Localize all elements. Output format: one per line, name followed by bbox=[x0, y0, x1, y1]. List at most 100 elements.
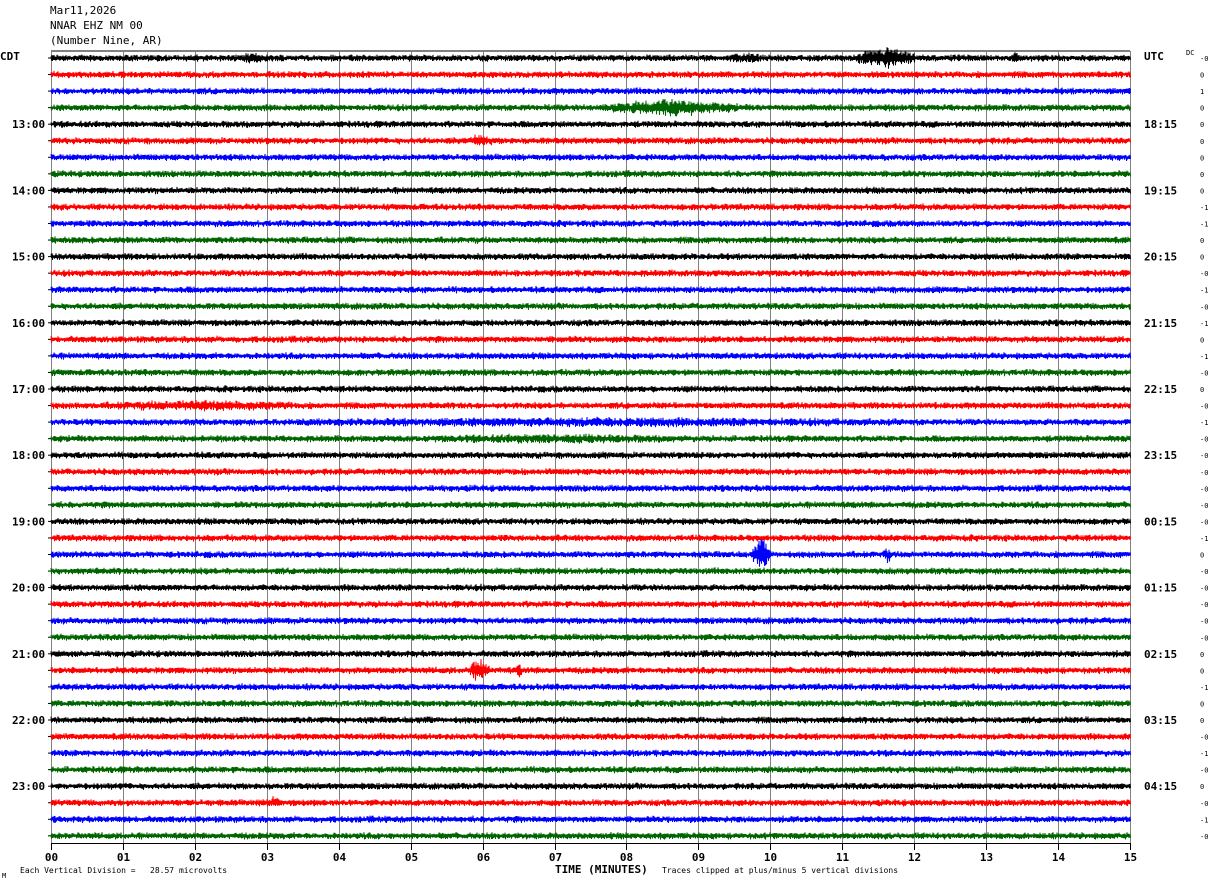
dc-offset-value: 0 bbox=[1200, 651, 1204, 659]
right-hour-label: 01:15 bbox=[1144, 582, 1177, 595]
x-tick-label: 13 bbox=[980, 851, 993, 864]
corner-mark: M bbox=[2, 872, 7, 880]
dc-offset-value: -0 bbox=[1200, 485, 1208, 493]
seismic-trace bbox=[50, 153, 1131, 162]
x-tick-label: 03 bbox=[261, 851, 274, 864]
dc-offset-value: -0 bbox=[1200, 403, 1208, 411]
right-hour-label: 18:15 bbox=[1144, 118, 1177, 131]
x-tick-label: 09 bbox=[692, 851, 705, 864]
right-timezone-label: UTC bbox=[1144, 50, 1164, 63]
seismic-trace bbox=[50, 120, 1131, 128]
seismic-trace bbox=[50, 583, 1131, 592]
dc-offset-value: -0 bbox=[1200, 436, 1208, 444]
dc-offset-value: -0 bbox=[1200, 618, 1208, 626]
dc-offset-value: 0 bbox=[1200, 105, 1204, 113]
left-hour-label: 15:00 bbox=[12, 251, 45, 264]
seismic-trace bbox=[50, 749, 1131, 757]
seismic-trace bbox=[50, 70, 1131, 79]
seismic-trace bbox=[50, 832, 1131, 840]
seismic-trace bbox=[50, 416, 1131, 428]
x-tick-label: 07 bbox=[549, 851, 562, 864]
seismic-trace bbox=[50, 433, 1131, 444]
right-hour-label: 23:15 bbox=[1144, 449, 1177, 462]
seismic-trace bbox=[50, 368, 1131, 377]
dc-offset-value: 0 bbox=[1200, 138, 1204, 146]
left-hour-label: 21:00 bbox=[12, 648, 45, 661]
seismic-trace bbox=[50, 782, 1131, 791]
seismic-trace bbox=[50, 269, 1131, 277]
seismic-trace bbox=[50, 98, 1131, 117]
dc-offset-value: -1 bbox=[1200, 221, 1208, 229]
dc-offset-value: -1 bbox=[1200, 684, 1208, 692]
seismic-trace bbox=[50, 796, 1131, 807]
right-hour-label: 00:15 bbox=[1144, 515, 1177, 528]
seismic-trace bbox=[50, 87, 1131, 95]
dc-offset-value: -0 bbox=[1200, 469, 1208, 477]
dc-offset-value: 0 bbox=[1200, 171, 1204, 179]
seismic-trace bbox=[50, 385, 1131, 393]
dc-offset-value: -1 bbox=[1200, 353, 1208, 361]
dc-offset-value: -1 bbox=[1200, 204, 1208, 212]
dc-offset-value: -0 bbox=[1200, 601, 1208, 609]
x-tick-label: 14 bbox=[1052, 851, 1066, 864]
seismic-trace bbox=[50, 716, 1131, 724]
right-hour-label: 21:15 bbox=[1144, 317, 1177, 330]
seismic-trace bbox=[50, 616, 1131, 625]
dc-offset-value: 0 bbox=[1200, 254, 1204, 262]
seismic-trace bbox=[50, 319, 1131, 327]
dc-offset-value: -0 bbox=[1200, 518, 1208, 526]
right-hour-label: 02:15 bbox=[1144, 648, 1177, 661]
dc-offset-value: -0 bbox=[1200, 502, 1208, 510]
plot-date: Mar11,2026 bbox=[50, 4, 117, 17]
dc-offset-value: 0 bbox=[1200, 237, 1204, 245]
dc-offset-value: -0 bbox=[1200, 55, 1208, 63]
left-hour-label: 20:00 bbox=[12, 582, 45, 595]
dc-offset-value: -1 bbox=[1200, 750, 1208, 758]
x-tick-label: 04 bbox=[333, 851, 347, 864]
left-hour-label: 18:00 bbox=[12, 449, 45, 462]
seismic-trace bbox=[50, 236, 1131, 244]
dc-offset-value: 0 bbox=[1200, 552, 1204, 560]
left-hour-label: 19:00 bbox=[12, 515, 45, 528]
seismic-trace bbox=[50, 484, 1131, 493]
station-location: (Number Nine, AR) bbox=[50, 34, 163, 47]
dc-offset-value: 0 bbox=[1200, 386, 1204, 394]
x-tick-label: 12 bbox=[908, 851, 921, 864]
x-axis-label: TIME (MINUTES) bbox=[555, 863, 648, 876]
dc-offset-value: -1 bbox=[1200, 419, 1208, 427]
left-hour-label: 16:00 bbox=[12, 317, 45, 330]
seismic-trace bbox=[50, 539, 1131, 567]
x-tick-label: 00 bbox=[45, 851, 58, 864]
seismic-trace bbox=[50, 252, 1131, 261]
right-hour-label: 20:15 bbox=[1144, 251, 1177, 264]
x-tick-label: 11 bbox=[836, 851, 850, 864]
left-hour-label: 23:00 bbox=[12, 780, 45, 793]
seismic-trace bbox=[50, 600, 1131, 608]
dc-offset-value: 0 bbox=[1200, 187, 1204, 195]
dc-offset-value: 0 bbox=[1200, 336, 1204, 344]
seismic-trace bbox=[50, 517, 1131, 526]
seismic-trace bbox=[50, 203, 1131, 211]
seismic-trace bbox=[50, 170, 1131, 178]
seismic-trace bbox=[50, 47, 1131, 69]
x-tick-label: 15 bbox=[1124, 851, 1137, 864]
left-hour-label: 14:00 bbox=[12, 184, 45, 197]
dc-offset-value: -0 bbox=[1200, 734, 1208, 742]
station-title: NNAR EHZ NM 00 bbox=[50, 19, 143, 32]
seismic-trace bbox=[50, 732, 1131, 741]
dc-offset-value: 0 bbox=[1200, 154, 1204, 162]
dc-offset-value: 0 bbox=[1200, 121, 1204, 129]
dc-offset-value: 1 bbox=[1200, 88, 1204, 96]
right-hour-label: 04:15 bbox=[1144, 780, 1177, 793]
seismic-trace bbox=[50, 451, 1131, 459]
dc-offset-value: -0 bbox=[1200, 270, 1208, 278]
dc-offset-value: -0 bbox=[1200, 634, 1208, 642]
seismic-trace bbox=[50, 815, 1131, 824]
dc-offset-value: -0 bbox=[1200, 833, 1208, 841]
dc-offset-value: -1 bbox=[1200, 816, 1208, 824]
dc-offset-header: DC bbox=[1186, 49, 1195, 57]
x-tick-label: 02 bbox=[189, 851, 202, 864]
left-hour-label: 13:00 bbox=[12, 118, 45, 131]
clip-note: Traces clipped at plus/minus 5 vertical … bbox=[662, 866, 899, 875]
